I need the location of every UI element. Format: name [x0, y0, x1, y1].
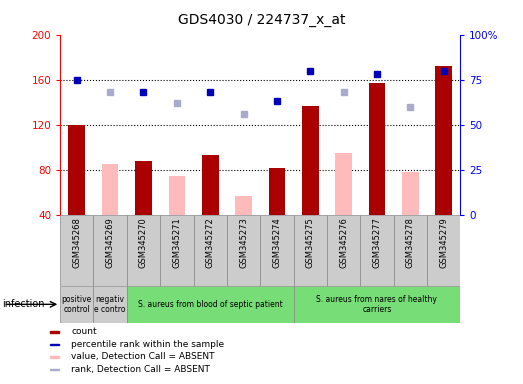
Text: GSM345273: GSM345273: [239, 217, 248, 268]
Bar: [50, 369, 59, 370]
Bar: [60, 286, 94, 323]
Text: GSM345275: GSM345275: [306, 217, 315, 268]
Bar: [160, 215, 194, 286]
Bar: [227, 215, 260, 286]
Bar: [202, 155, 219, 215]
Bar: [50, 331, 59, 333]
Text: GSM345269: GSM345269: [106, 217, 115, 268]
Text: S. aureus from nares of healthy
carriers: S. aureus from nares of healthy carriers: [316, 295, 437, 314]
Bar: [302, 106, 319, 215]
Bar: [327, 215, 360, 286]
Bar: [60, 215, 94, 286]
Bar: [94, 286, 127, 323]
Bar: [69, 125, 85, 215]
Text: count: count: [71, 328, 97, 336]
Text: S. aureus from blood of septic patient: S. aureus from blood of septic patient: [138, 300, 282, 309]
Bar: [135, 161, 152, 215]
Bar: [293, 286, 460, 323]
Bar: [394, 215, 427, 286]
Bar: [168, 175, 185, 215]
Bar: [427, 215, 460, 286]
Bar: [335, 153, 352, 215]
Text: GSM345277: GSM345277: [372, 217, 381, 268]
Bar: [194, 215, 227, 286]
Text: GSM345278: GSM345278: [406, 217, 415, 268]
Text: value, Detection Call = ABSENT: value, Detection Call = ABSENT: [71, 353, 215, 361]
Bar: [127, 286, 293, 323]
Bar: [94, 215, 127, 286]
Text: GSM345268: GSM345268: [72, 217, 81, 268]
Text: GSM345279: GSM345279: [439, 217, 448, 268]
Bar: [435, 66, 452, 215]
Bar: [360, 215, 393, 286]
Bar: [402, 172, 418, 215]
Text: GSM345271: GSM345271: [173, 217, 181, 268]
Bar: [102, 164, 119, 215]
Bar: [260, 215, 293, 286]
Bar: [127, 215, 160, 286]
Text: positive
control: positive control: [62, 295, 92, 314]
Text: GSM345274: GSM345274: [272, 217, 281, 268]
Bar: [268, 168, 285, 215]
Bar: [50, 344, 59, 345]
Bar: [50, 356, 59, 358]
Bar: [369, 83, 385, 215]
Text: negativ
e contro: negativ e contro: [95, 295, 126, 314]
Text: rank, Detection Call = ABSENT: rank, Detection Call = ABSENT: [71, 365, 210, 374]
Text: GDS4030 / 224737_x_at: GDS4030 / 224737_x_at: [178, 13, 345, 27]
Text: GSM345270: GSM345270: [139, 217, 148, 268]
Text: infection: infection: [3, 299, 45, 310]
Bar: [235, 196, 252, 215]
Bar: [293, 215, 327, 286]
Text: percentile rank within the sample: percentile rank within the sample: [71, 340, 224, 349]
Text: GSM345276: GSM345276: [339, 217, 348, 268]
Text: GSM345272: GSM345272: [206, 217, 214, 268]
